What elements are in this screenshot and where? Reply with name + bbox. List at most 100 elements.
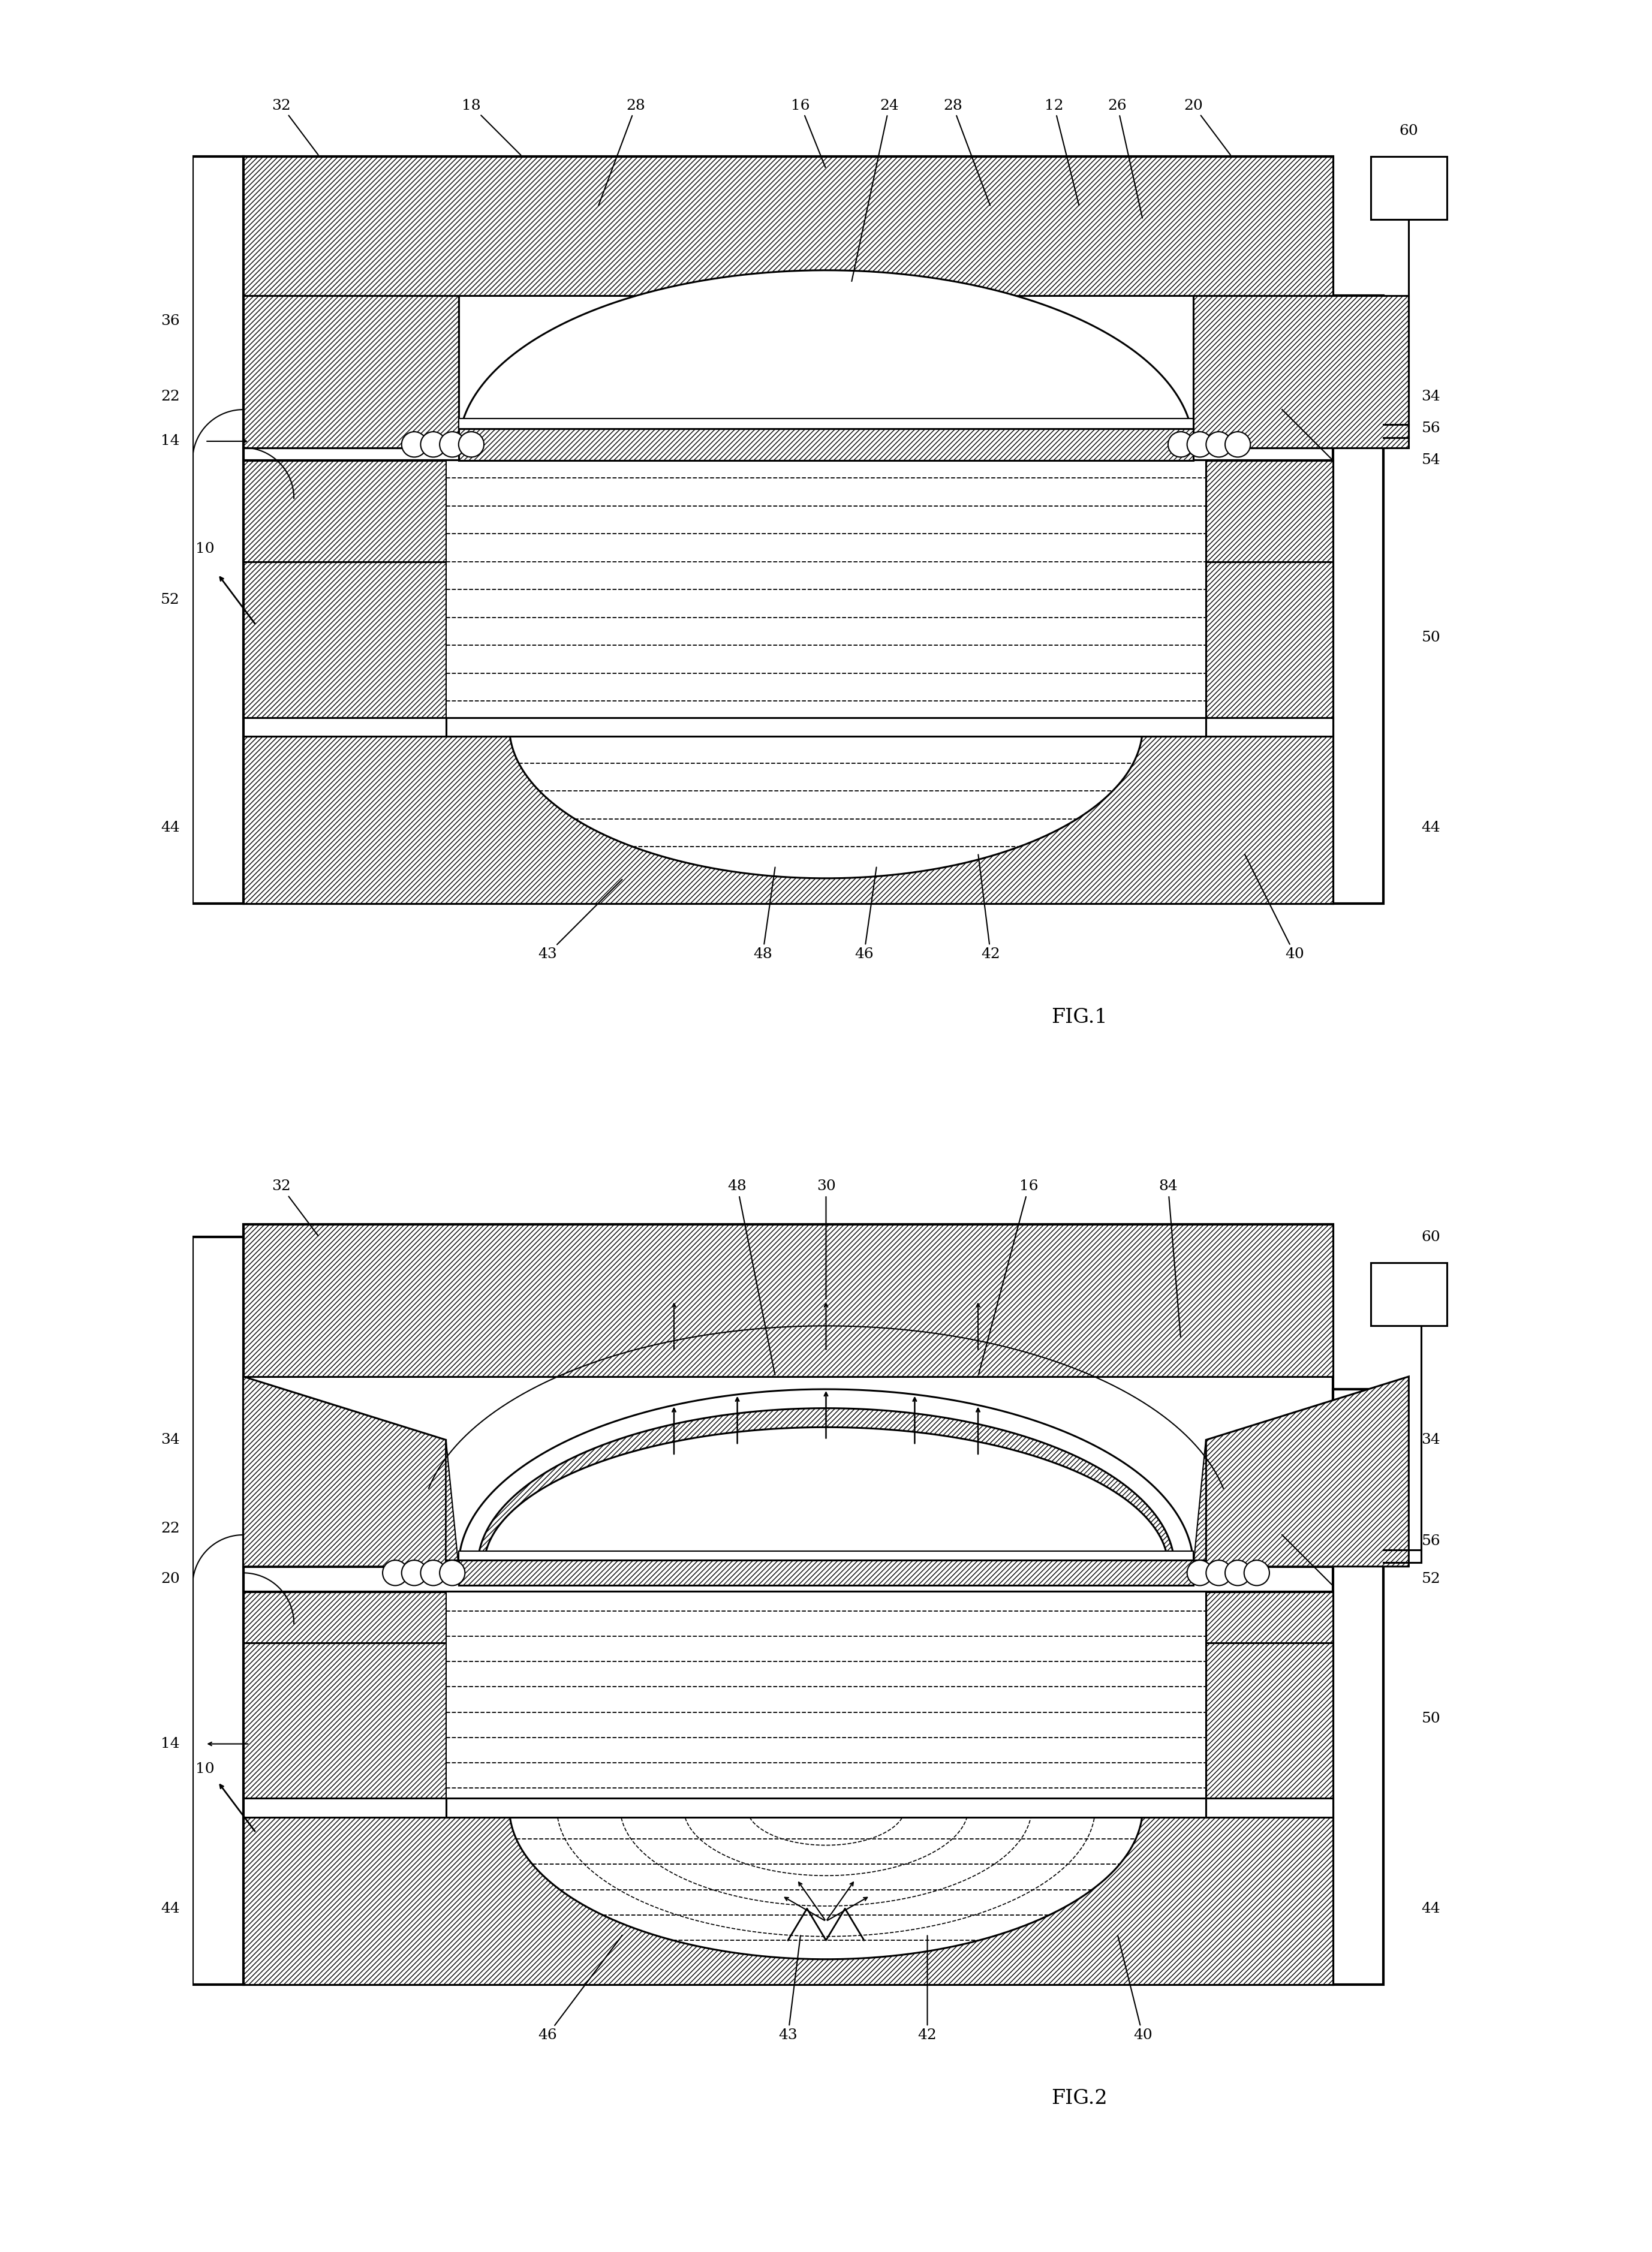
Circle shape [421, 432, 446, 457]
Text: 34: 34 [160, 1432, 180, 1446]
Text: 43: 43 [778, 1934, 801, 2043]
Text: 16: 16 [978, 1180, 1037, 1376]
Circle shape [401, 1561, 426, 1585]
Text: 12: 12 [1044, 99, 1079, 205]
Polygon shape [509, 725, 1143, 878]
Circle shape [1188, 1561, 1213, 1585]
Text: 14: 14 [160, 435, 180, 448]
Bar [1206, 561, 1333, 725]
Text: 10: 10 [195, 543, 215, 556]
Circle shape [1226, 1561, 1251, 1585]
Polygon shape [509, 1806, 1143, 1959]
Text: 22: 22 [160, 390, 180, 403]
Text: 46: 46 [854, 867, 877, 962]
Polygon shape [1206, 1376, 1409, 1567]
Bar [1333, 295, 1383, 903]
Bar [459, 428, 1193, 459]
Text: 42: 42 [919, 1934, 937, 2043]
Bar [243, 1592, 446, 1984]
Bar [243, 459, 1333, 903]
Text: 36: 36 [160, 313, 180, 329]
Bar [243, 1592, 1333, 1984]
Bar [193, 155, 243, 903]
Circle shape [1188, 432, 1213, 457]
Text: 48: 48 [729, 1180, 775, 1376]
Text: 60: 60 [1421, 1230, 1441, 1243]
Text: 32: 32 [271, 99, 319, 155]
Polygon shape [243, 1376, 446, 1567]
Text: 44: 44 [1421, 1901, 1441, 1916]
Bar [243, 459, 446, 903]
Text: FIG.2: FIG.2 [1051, 2090, 1107, 2108]
Text: 42: 42 [978, 854, 999, 962]
Polygon shape [243, 295, 459, 448]
Bar [243, 561, 446, 725]
Text: 22: 22 [160, 1522, 180, 1536]
Text: 40: 40 [1246, 854, 1305, 962]
Bar [243, 1642, 446, 1806]
Circle shape [439, 432, 464, 457]
Bar [1206, 1799, 1333, 1817]
Bar [446, 1592, 1206, 1806]
Bar [1206, 459, 1333, 903]
Text: 44: 44 [160, 820, 180, 835]
Bar [459, 1561, 1193, 1585]
Text: 56: 56 [1421, 421, 1441, 435]
Polygon shape [459, 1389, 1193, 1567]
Text: 24: 24 [852, 99, 899, 282]
Bar [243, 1806, 1333, 1984]
Bar [1206, 1592, 1333, 1984]
Text: 28: 28 [598, 99, 646, 205]
Text: 14: 14 [160, 1736, 180, 1750]
Bar [446, 1561, 464, 1579]
Polygon shape [1193, 295, 1409, 448]
Circle shape [439, 1561, 464, 1585]
Text: 44: 44 [160, 1901, 180, 1916]
Text: 50: 50 [1421, 1712, 1441, 1725]
Circle shape [459, 432, 484, 457]
Text: 46: 46 [539, 1934, 623, 2043]
Circle shape [383, 1561, 408, 1585]
Text: 18: 18 [463, 99, 520, 155]
Text: 52: 52 [160, 592, 180, 606]
Bar [1333, 1389, 1383, 1984]
Text: 32: 32 [271, 1180, 319, 1236]
Bar [243, 155, 1333, 448]
Text: 52: 52 [1421, 1572, 1441, 1585]
Bar [243, 1225, 1333, 1376]
Circle shape [1244, 1561, 1269, 1585]
Text: 26: 26 [1108, 99, 1143, 218]
Circle shape [421, 1561, 446, 1585]
Text: 60: 60 [1399, 124, 1419, 137]
Circle shape [401, 432, 426, 457]
Bar [1371, 1263, 1447, 1326]
Polygon shape [459, 270, 1193, 448]
Text: 84: 84 [1158, 1180, 1181, 1338]
Circle shape [1168, 432, 1193, 457]
Bar [243, 718, 446, 736]
Text: 43: 43 [539, 881, 623, 962]
Bar [446, 459, 1206, 725]
Text: 50: 50 [1421, 631, 1441, 644]
Text: 34: 34 [1421, 1432, 1441, 1446]
Bar [459, 419, 1193, 428]
Bar [243, 1799, 446, 1817]
Text: 10: 10 [195, 1763, 215, 1777]
Polygon shape [477, 1408, 1175, 1567]
Text: 54: 54 [1421, 453, 1441, 466]
Text: 56: 56 [1421, 1534, 1441, 1547]
Bar [243, 1225, 1333, 1567]
Bar [446, 1799, 1206, 1817]
Text: 40: 40 [1118, 1934, 1151, 2043]
Circle shape [1206, 432, 1231, 457]
Polygon shape [1193, 1439, 1206, 1567]
Text: 48: 48 [753, 867, 775, 962]
Text: 30: 30 [816, 1180, 836, 1299]
Bar [243, 155, 1333, 295]
Bar [193, 1236, 243, 1984]
Circle shape [1226, 432, 1251, 457]
Bar [459, 1552, 1193, 1561]
Text: FIG.1: FIG.1 [1051, 1009, 1107, 1027]
Bar [1371, 155, 1447, 218]
Polygon shape [446, 1439, 459, 1567]
